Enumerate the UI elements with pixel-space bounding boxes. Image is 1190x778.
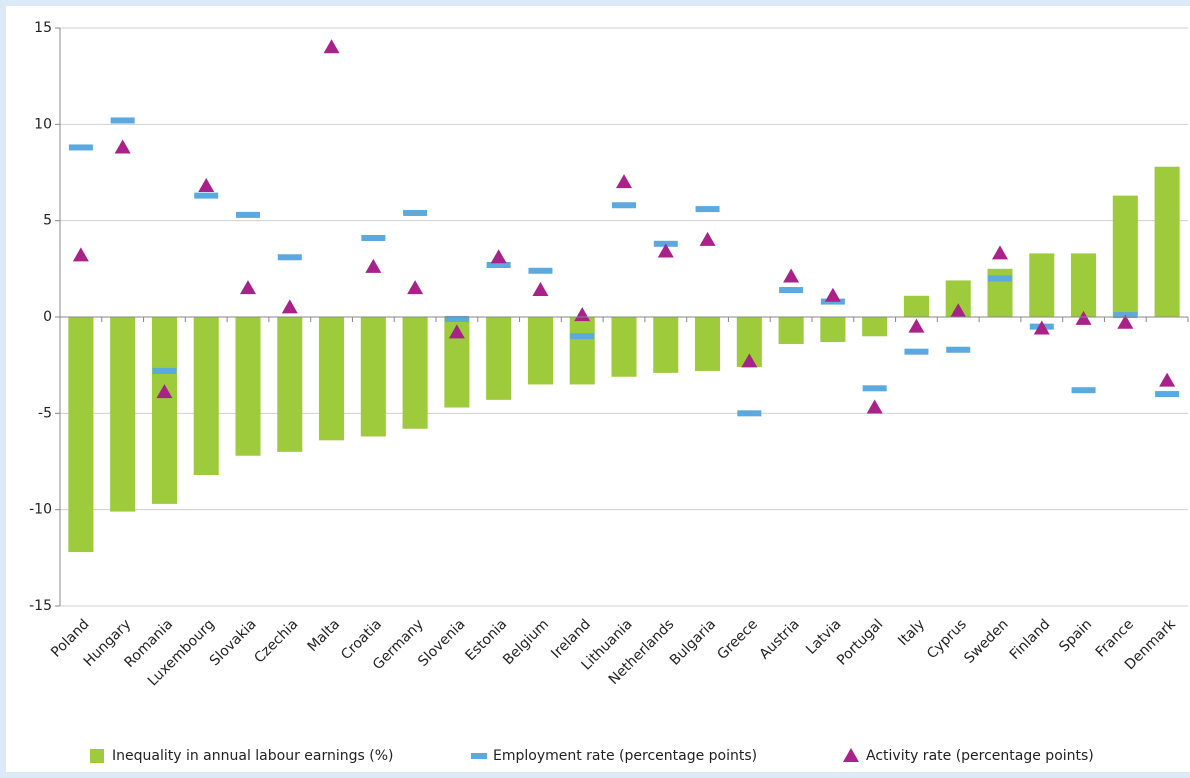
- bar: [193, 317, 219, 475]
- legend-swatch: [471, 753, 487, 759]
- dash-marker: [68, 144, 93, 151]
- triangle-marker: [72, 247, 89, 262]
- dash-marker: [277, 254, 302, 261]
- bar: [402, 317, 428, 429]
- bar: [611, 317, 637, 377]
- dash-marker: [528, 267, 553, 274]
- dash-marker: [904, 348, 929, 355]
- dash-marker: [612, 202, 636, 209]
- bar: [235, 317, 261, 456]
- bar: [903, 295, 929, 317]
- triangle-marker: [448, 324, 465, 339]
- triangle-marker: [156, 384, 173, 399]
- bar: [1112, 195, 1138, 317]
- bar: [778, 317, 804, 344]
- legend-label: Inequality in annual labour earnings (%): [112, 748, 393, 764]
- dash-marker: [988, 275, 1012, 282]
- dash-marker: [570, 333, 595, 340]
- bar: [527, 317, 553, 385]
- dash-marker: [152, 367, 177, 374]
- dash-marker: [110, 117, 135, 124]
- triangle-marker: [824, 287, 841, 302]
- bar: [1154, 166, 1180, 317]
- bar: [695, 317, 721, 371]
- triangle-marker: [783, 268, 800, 283]
- triangle-marker: [950, 303, 967, 318]
- bar: [68, 317, 94, 553]
- legend-swatch: [843, 748, 859, 762]
- bar: [360, 317, 386, 437]
- y-tick-label: 5: [43, 213, 52, 229]
- triangle-marker: [365, 258, 382, 273]
- triangle-marker: [1075, 310, 1092, 325]
- bar: [151, 317, 177, 504]
- triangle-marker: [1033, 320, 1050, 335]
- dash-marker: [236, 211, 260, 218]
- bar: [653, 317, 679, 373]
- dash-marker: [1071, 387, 1096, 394]
- dash-marker: [361, 235, 386, 242]
- triangle-marker: [1159, 372, 1176, 387]
- y-tick-label: 15: [34, 20, 52, 36]
- legend-label: Activity rate (percentage points): [866, 748, 1094, 764]
- triangle-marker: [657, 243, 674, 258]
- bar: [277, 317, 303, 452]
- bar: [319, 317, 345, 441]
- bar: [820, 317, 846, 343]
- triangle-marker: [616, 174, 632, 189]
- dash-marker: [737, 410, 762, 417]
- dash-marker: [946, 346, 971, 353]
- triangle-marker: [490, 249, 507, 264]
- triangle-marker: [323, 39, 340, 54]
- y-tick-label: 0: [43, 309, 52, 325]
- y-tick-label: 10: [34, 116, 52, 132]
- bar: [1071, 253, 1097, 317]
- y-tick-label: -10: [29, 502, 52, 518]
- dash-marker: [444, 315, 469, 322]
- y-tick-label: -15: [29, 598, 52, 614]
- triangle-marker: [574, 307, 591, 322]
- legend-label: Employment rate (percentage points): [493, 748, 757, 764]
- triangle-marker: [114, 139, 131, 154]
- triangle-marker: [866, 399, 883, 414]
- legend-swatch: [90, 749, 104, 763]
- triangle-marker: [532, 282, 549, 297]
- bar: [110, 317, 136, 512]
- bar: [486, 317, 512, 400]
- triangle-marker: [992, 245, 1008, 260]
- dash-marker: [695, 206, 720, 213]
- triangle-marker: [699, 231, 716, 246]
- triangle-marker: [240, 280, 256, 295]
- dash-marker: [403, 209, 428, 216]
- triangle-marker: [198, 177, 215, 192]
- triangle-marker: [281, 299, 298, 314]
- dash-marker: [486, 261, 511, 268]
- triangle-marker: [908, 318, 925, 333]
- triangle-marker: [407, 280, 424, 295]
- y-tick-label: -5: [38, 405, 52, 421]
- bar: [569, 317, 595, 385]
- dash-marker: [779, 287, 804, 294]
- bar: [862, 317, 888, 337]
- bar: [1029, 253, 1055, 317]
- triangle-marker: [741, 353, 758, 368]
- triangle-marker: [1117, 314, 1134, 329]
- dash-marker: [1155, 391, 1180, 398]
- dash-marker: [862, 385, 887, 392]
- dash-marker: [194, 192, 219, 199]
